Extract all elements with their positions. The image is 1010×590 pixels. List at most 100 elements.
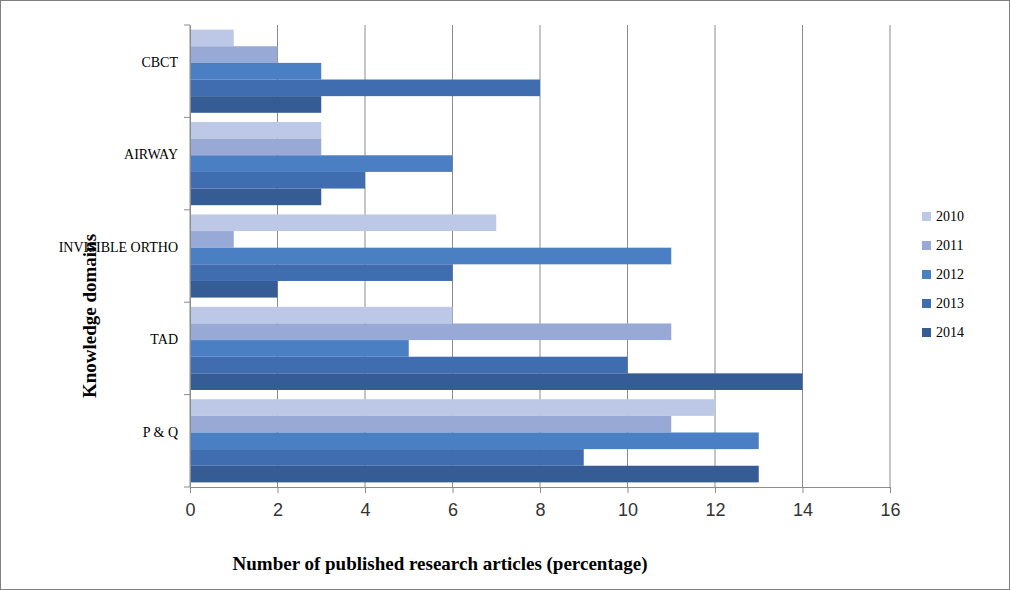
legend-swatch — [922, 299, 931, 308]
tick: 4 — [360, 487, 370, 520]
category-separators — [184, 25, 190, 487]
bar-series — [190, 63, 759, 449]
bar — [190, 63, 321, 80]
plot: 0 2 4 6 8 10 12 14 16 CBCT AIRWAY INVISIBLE ORTHO TA… — [59, 25, 901, 520]
bar — [190, 155, 453, 172]
legend-swatch — [922, 241, 931, 250]
tick-label: 4 — [360, 500, 370, 520]
bar — [190, 214, 496, 231]
separator — [184, 25, 190, 26]
separator — [184, 117, 190, 118]
separator — [184, 209, 190, 210]
bars — [190, 30, 803, 483]
tick: TAD — [150, 332, 190, 348]
bar — [190, 432, 759, 449]
grid-line — [890, 25, 891, 487]
bar — [190, 373, 803, 390]
frame — [1, 1, 1010, 590]
legend: 2010 2011 2012 2013 2014 — [922, 209, 964, 340]
y-axis-title: Knowledge domains — [79, 234, 100, 398]
tick-mark — [715, 487, 716, 493]
tick-mark — [628, 487, 629, 493]
tick: 14 — [793, 487, 813, 520]
separator — [184, 394, 190, 395]
tick-label: 6 — [448, 500, 458, 520]
legend-label: 2013 — [936, 296, 964, 311]
tick: 6 — [448, 487, 458, 520]
tick-mark — [803, 487, 804, 493]
tick: 8 — [535, 487, 545, 520]
bar — [190, 357, 628, 374]
tick-mark — [190, 487, 191, 493]
bar — [190, 466, 759, 483]
legend-label: 2012 — [936, 267, 964, 282]
legend-swatch — [922, 212, 931, 221]
legend-item: 2010 — [922, 209, 964, 224]
tick-label: 12 — [705, 500, 725, 520]
bar — [190, 281, 278, 298]
bar — [190, 172, 365, 189]
legend-swatch — [922, 270, 931, 279]
x-axis: 0 2 4 6 8 10 12 14 16 — [185, 487, 900, 520]
legend-label: 2011 — [936, 238, 963, 253]
axis-line — [190, 26, 191, 488]
bar-series — [190, 30, 715, 416]
bar-series — [190, 96, 803, 482]
axis-line — [191, 488, 891, 494]
tick: P & Q — [143, 425, 190, 441]
legend-item: 2011 — [922, 238, 963, 253]
grid — [190, 25, 890, 487]
y-axis: CBCT AIRWAY INVISIBLE ORTHO TAD P & Q — [59, 26, 191, 488]
legend-item: 2013 — [922, 296, 964, 311]
tick: 16 — [880, 487, 900, 520]
tick-label: 16 — [880, 500, 900, 520]
chart: 0 2 4 6 8 10 12 14 16 CBCT AIRWAY INVISIBLE ORTHO TA… — [0, 0, 1010, 590]
tick-label: INVISIBLE ORTHO — [59, 240, 178, 255]
tick-mark — [365, 487, 366, 493]
bar — [190, 122, 321, 139]
tick-mark — [540, 487, 541, 493]
bar — [190, 340, 409, 357]
tick: 0 — [185, 487, 195, 520]
tick: CBCT — [141, 55, 190, 71]
tick-label: TAD — [150, 332, 178, 347]
grid-line — [190, 25, 191, 487]
tick: AIRWAY — [124, 147, 190, 163]
bar — [190, 30, 234, 47]
tick-label: 8 — [535, 500, 545, 520]
bar — [190, 323, 671, 340]
tick: 12 — [705, 487, 725, 520]
x-axis-title: Number of published research articles (p… — [233, 553, 648, 575]
bar-series — [190, 80, 628, 466]
bar — [190, 449, 584, 466]
tick-label: P & Q — [143, 425, 178, 440]
bar — [190, 80, 540, 97]
bar — [190, 416, 671, 433]
separator — [184, 487, 190, 488]
bar — [190, 46, 278, 63]
legend-item: 2014 — [922, 325, 964, 340]
bar — [190, 96, 321, 113]
bar — [190, 307, 453, 324]
grid-line — [802, 25, 803, 487]
grid-line — [715, 25, 716, 487]
legend-swatch — [922, 328, 931, 337]
tick-label: CBCT — [141, 55, 178, 70]
tick-mark — [278, 487, 279, 493]
bar — [190, 139, 321, 156]
tick-label: 10 — [618, 500, 638, 520]
tick-mark — [890, 487, 891, 493]
legend-label: 2010 — [936, 209, 964, 224]
separator — [184, 302, 190, 303]
bar — [190, 231, 234, 248]
tick-label: 0 — [185, 500, 195, 520]
bar — [190, 264, 453, 281]
tick: 2 — [273, 487, 283, 520]
tick: 10 — [618, 487, 638, 520]
tick-label: 14 — [793, 500, 813, 520]
bar — [190, 189, 321, 206]
tick-label: 2 — [273, 500, 283, 520]
bar — [190, 399, 715, 416]
legend-item: 2012 — [922, 267, 964, 282]
tick-mark — [453, 487, 454, 493]
